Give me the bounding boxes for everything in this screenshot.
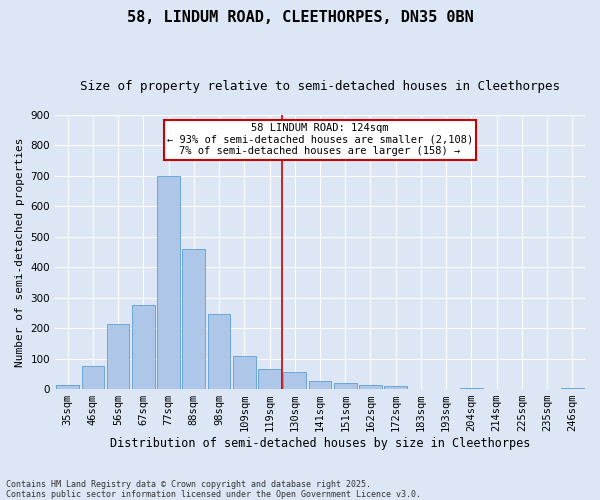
- Bar: [561, 388, 584, 389]
- X-axis label: Distribution of semi-detached houses by size in Cleethorpes: Distribution of semi-detached houses by …: [110, 437, 530, 450]
- Bar: [283, 372, 306, 389]
- Y-axis label: Number of semi-detached properties: Number of semi-detached properties: [15, 138, 25, 367]
- Text: Contains HM Land Registry data © Crown copyright and database right 2025.
Contai: Contains HM Land Registry data © Crown c…: [6, 480, 421, 499]
- Bar: [182, 249, 205, 389]
- Bar: [334, 383, 356, 389]
- Bar: [82, 366, 104, 389]
- Text: 58, LINDUM ROAD, CLEETHORPES, DN35 0BN: 58, LINDUM ROAD, CLEETHORPES, DN35 0BN: [127, 10, 473, 25]
- Bar: [258, 370, 281, 389]
- Bar: [359, 384, 382, 389]
- Bar: [308, 382, 331, 389]
- Bar: [208, 314, 230, 389]
- Bar: [157, 176, 180, 389]
- Text: 58 LINDUM ROAD: 124sqm
← 93% of semi-detached houses are smaller (2,108)
7% of s: 58 LINDUM ROAD: 124sqm ← 93% of semi-det…: [167, 123, 473, 156]
- Bar: [132, 306, 155, 389]
- Bar: [56, 384, 79, 389]
- Bar: [385, 386, 407, 389]
- Bar: [460, 388, 483, 389]
- Bar: [233, 356, 256, 389]
- Title: Size of property relative to semi-detached houses in Cleethorpes: Size of property relative to semi-detach…: [80, 80, 560, 93]
- Bar: [107, 324, 130, 389]
